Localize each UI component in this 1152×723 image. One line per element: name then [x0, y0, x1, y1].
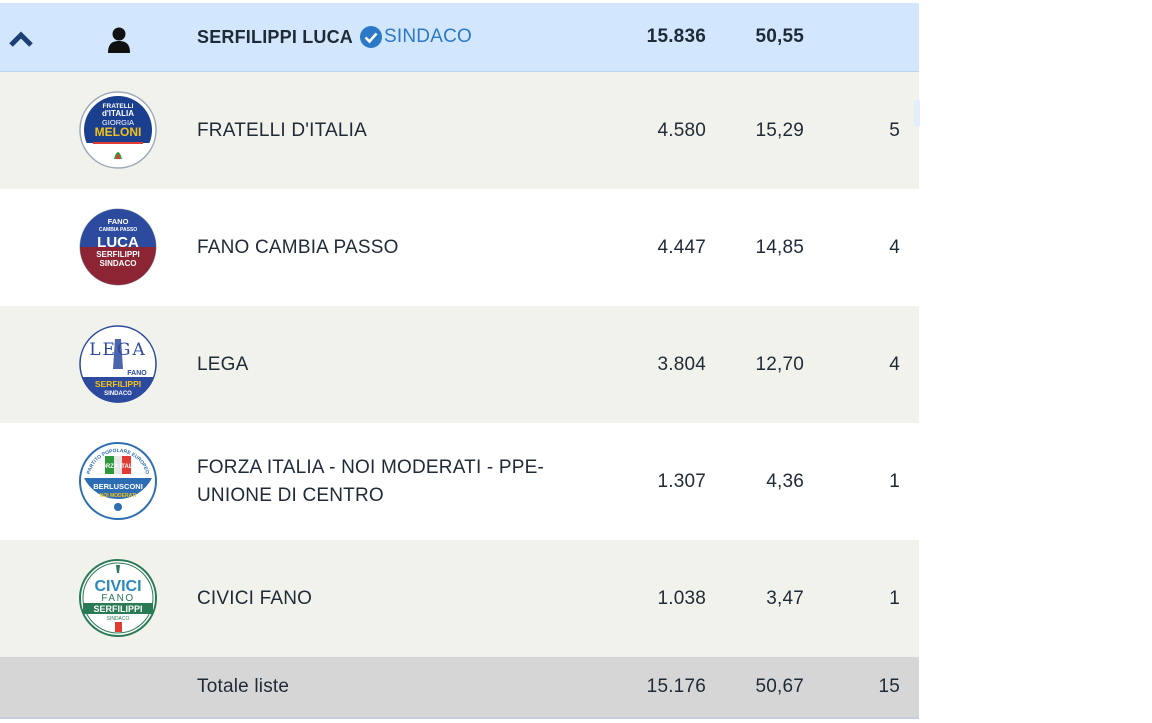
scroll-edge-marker [914, 100, 920, 126]
list-percent: 12,70 [755, 353, 804, 375]
candidate-percent: 50,55 [755, 26, 804, 47]
list-votes: 4.580 [657, 119, 706, 141]
svg-text:FRATELLI: FRATELLI [103, 103, 134, 110]
svg-text:FANO: FANO [127, 370, 147, 377]
candidate-votes: 15.836 [646, 26, 706, 47]
list-seats: 4 [889, 353, 900, 375]
list-votes: 1.307 [657, 470, 706, 492]
list-votes: 4.447 [657, 236, 706, 258]
person-icon [107, 27, 131, 53]
fano-cambia-passo-logo: FANO CAMBIA PASSO LUCA SERFILIPPI SINDAC… [79, 208, 157, 286]
svg-text:CAMBIA PASSO: CAMBIA PASSO [99, 227, 137, 233]
list-seats: 1 [889, 470, 900, 492]
list-percent: 15,29 [755, 119, 804, 141]
svg-text:CIVICI: CIVICI [94, 578, 141, 595]
list-row: CIVICI FANO SERFILIPPI SINDACO CIVICI FA… [0, 540, 919, 657]
list-row: LEGA FANO SERFILIPPI SINDACO LEGA 3.804 … [0, 306, 919, 423]
svg-text:LUCA: LUCA [97, 234, 139, 251]
list-percent: 14,85 [755, 236, 804, 258]
svg-text:SINDACO: SINDACO [100, 259, 137, 268]
chevron-up-icon[interactable] [6, 27, 36, 51]
svg-text:MELONI: MELONI [95, 125, 142, 139]
list-percent: 3,47 [766, 587, 804, 609]
svg-text:SINDACO: SINDACO [107, 616, 130, 622]
lega-logo: LEGA FANO SERFILIPPI SINDACO [79, 325, 157, 403]
list-seats: 4 [889, 236, 900, 258]
list-row: FRATELLI d'ITALIA GIORGIA MELONI FRATELL… [0, 72, 919, 189]
list-row: FANO CAMBIA PASSO LUCA SERFILIPPI SINDAC… [0, 189, 919, 306]
list-percent: 4,36 [766, 470, 804, 492]
list-name: FANO CAMBIA PASSO [197, 236, 399, 258]
total-label: Totale liste [197, 676, 290, 697]
svg-text:d'ITALIA: d'ITALIA [102, 109, 134, 118]
civici-fano-logo: CIVICI FANO SERFILIPPI SINDACO [79, 559, 157, 637]
svg-text:FANO: FANO [108, 217, 129, 226]
svg-text:BERLUSCONI: BERLUSCONI [93, 482, 143, 491]
results-table: SERFILIPPI LUCA SINDACO 15.836 50,55 FRA… [0, 3, 919, 719]
total-percent: 50,67 [755, 676, 804, 697]
svg-text:SERFILIPPI: SERFILIPPI [96, 250, 140, 259]
svg-text:GIORGIA: GIORGIA [102, 118, 134, 127]
svg-text:FANO: FANO [101, 593, 134, 604]
candidate-name-cell: SERFILIPPI LUCA SINDACO [197, 3, 617, 71]
list-seats: 5 [889, 119, 900, 141]
total-row: Totale liste 15.176 50,67 15 [0, 657, 919, 719]
list-name: LEGA [197, 353, 249, 375]
list-seats: 1 [889, 587, 900, 609]
total-seats: 15 [878, 676, 900, 697]
list-votes: 1.038 [657, 587, 706, 609]
svg-text:NOI MODERATI: NOI MODERATI [100, 493, 137, 499]
svg-text:SINDACO: SINDACO [104, 391, 132, 397]
list-name: FORZA ITALIA - NOI MODERATI - PPE-UNIONE… [197, 456, 545, 506]
forza-italia-logo: PARTITO POPOLARE EUROPEO FORZA ITALIA BE… [79, 442, 157, 520]
fratelli-ditalia-logo: FRATELLI d'ITALIA GIORGIA MELONI [79, 91, 157, 169]
list-votes: 3.804 [657, 353, 706, 375]
svg-text:FORZA ITALIA: FORZA ITALIA [98, 464, 140, 470]
candidate-name: SERFILIPPI LUCA [197, 27, 354, 47]
svg-text:SERFILIPPI: SERFILIPPI [93, 604, 142, 614]
list-name: FRATELLI D'ITALIA [197, 119, 367, 141]
check-circle-icon [360, 26, 383, 48]
candidate-row[interactable]: SERFILIPPI LUCA SINDACO 15.836 50,55 [0, 3, 919, 72]
svg-text:SERFILIPPI: SERFILIPPI [95, 379, 141, 389]
list-name: CIVICI FANO [197, 587, 313, 609]
candidate-role: SINDACO [384, 26, 472, 47]
total-votes: 15.176 [646, 676, 706, 697]
list-row: PARTITO POPOLARE EUROPEO FORZA ITALIA BE… [0, 423, 919, 540]
